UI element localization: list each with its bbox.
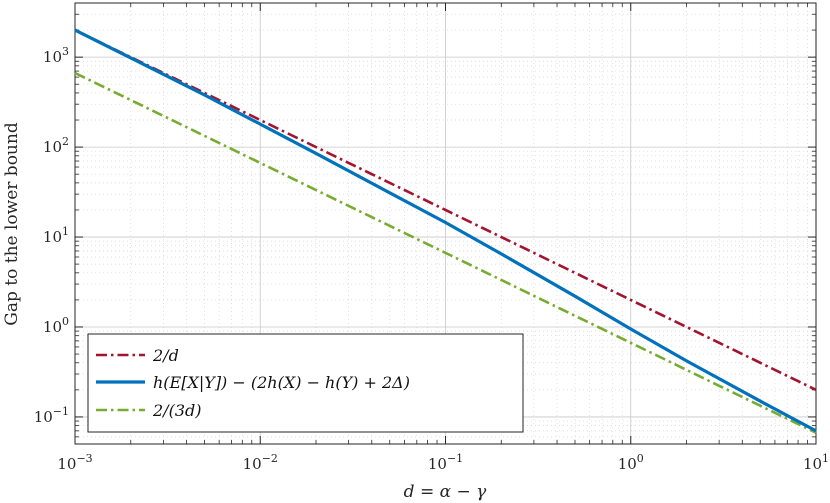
y-tick-label: 10−1: [34, 405, 69, 426]
series-line-1: [74, 28, 817, 392]
legend-box: [87, 333, 524, 433]
y-tick-label: 100: [43, 315, 69, 336]
y-tick-label: 103: [43, 45, 69, 66]
y-tick-label: 101: [43, 225, 69, 246]
x-tick-label: 101: [803, 452, 829, 473]
x-tick-label: 100: [618, 452, 644, 473]
x-tick-labels: 10−3 10−2 10−1 100 101: [57, 452, 829, 473]
y-axis-label: Gap to the lower bound: [2, 122, 22, 326]
legend-label: h(E[X|Y]) − (2h(X) − h(Y) + 2Δ): [153, 373, 410, 392]
minor-grid: [75, 3, 816, 444]
legend: 2/d h(E[X|Y]) − (2h(X) − h(Y) + 2Δ) 2/(3d): [87, 333, 524, 433]
y-tick-label: 102: [43, 135, 69, 156]
x-axis-label: d = α − γ: [404, 482, 487, 502]
y-tick-labels: 10−1 100 101 102 103: [34, 45, 69, 426]
series-line-2: [74, 28, 817, 433]
axis-ticks: [74, 3, 817, 444]
series-line-3: [74, 71, 817, 434]
series-layer: [74, 28, 817, 434]
x-tick-label: 10−3: [57, 452, 92, 473]
x-tick-label: 10−1: [428, 452, 463, 473]
legend-label: 2/d: [152, 346, 179, 365]
legend-label: 2/(3d): [152, 401, 201, 420]
x-tick-label: 10−2: [243, 452, 278, 473]
